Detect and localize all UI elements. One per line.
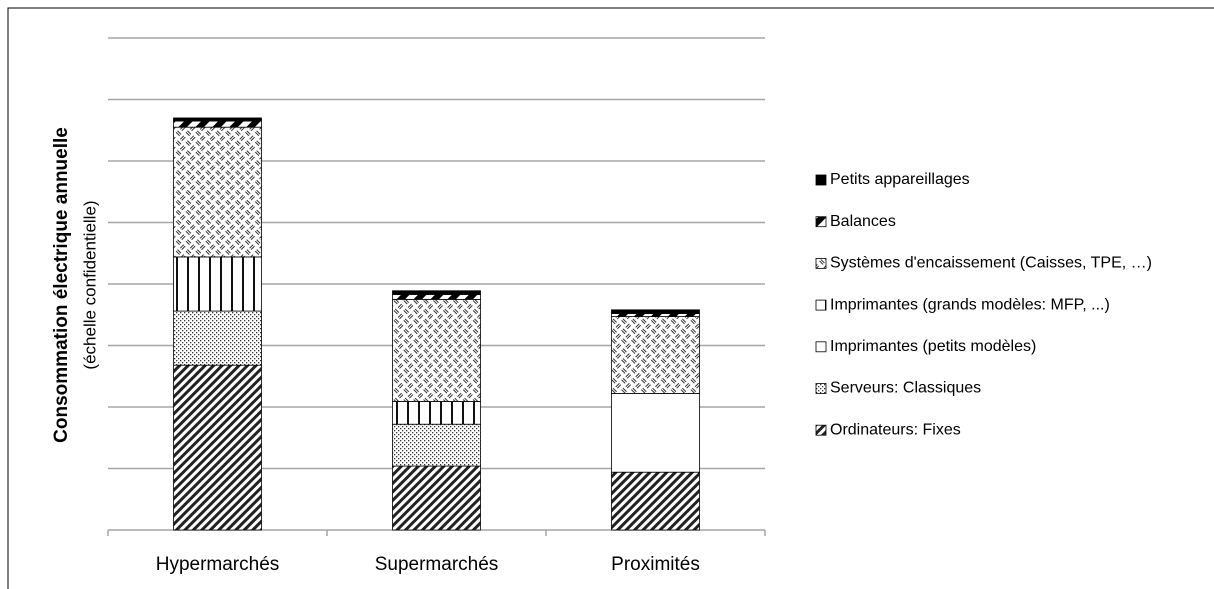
legend-label: Petits appareillages [830, 171, 970, 188]
x-tick-label: Hypermarchés [156, 554, 280, 575]
frame [7, 7, 1214, 589]
bar-segment [392, 423, 481, 467]
legend-swatch [815, 174, 827, 186]
bar-segment [173, 364, 262, 531]
bar-segment [173, 256, 262, 312]
legend-label: Imprimantes (grands modèles: MFP, ...) [830, 296, 1110, 313]
bar-segment [392, 290, 481, 295]
bar-segment [392, 401, 481, 425]
x-tick-label: Proximités [611, 554, 700, 575]
legend-label: Ordinateurs: Fixes [830, 421, 961, 438]
bar-segment [611, 309, 700, 314]
y-axis-note: (échelle confidentielle) [80, 200, 99, 369]
bar-segment [173, 126, 262, 258]
legend-label: Balances [830, 213, 896, 230]
bar-segment [611, 471, 700, 531]
bar-segment [392, 298, 481, 402]
bar-segment [392, 294, 481, 300]
legend-swatch [815, 216, 827, 228]
legend-label: Serveurs: Classiques [830, 380, 981, 397]
bar-segment [173, 310, 262, 366]
bar-segment [392, 465, 481, 531]
bar-segment [173, 120, 262, 128]
legend-swatch [815, 257, 827, 269]
legend-swatch [815, 383, 827, 394]
bar-segment [611, 393, 700, 473]
legend-label: Systèmes d'encaissement (Caisses, TPE, …… [830, 255, 1152, 272]
legend-swatch [815, 299, 827, 311]
bar-segment [611, 313, 700, 317]
bar-segment [611, 316, 700, 394]
y-axis-label: Consommation électrique annuelle [51, 127, 72, 443]
x-tick-label: Supermarchés [375, 554, 499, 575]
legend-swatch [815, 424, 827, 436]
legend-swatch [815, 341, 827, 353]
bar-segment [173, 117, 262, 122]
legend-label: Imprimantes (petits modèles) [830, 338, 1036, 355]
